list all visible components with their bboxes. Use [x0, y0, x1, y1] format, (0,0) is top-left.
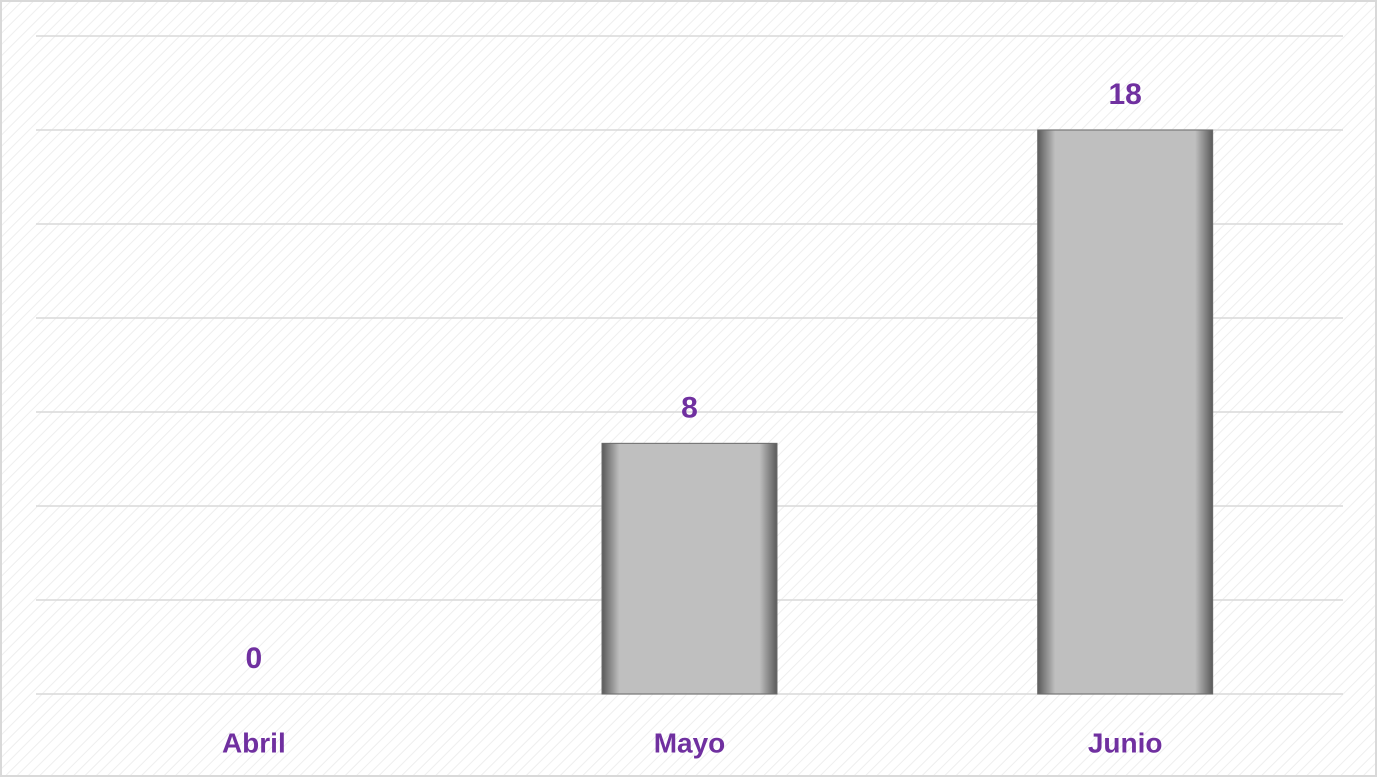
bar	[601, 442, 778, 695]
value-label: 8	[681, 391, 698, 424]
x-tick-label: Mayo	[654, 727, 726, 758]
value-label: 18	[1108, 78, 1141, 111]
value-label: 0	[245, 642, 262, 675]
bar	[1037, 129, 1214, 695]
x-tick-label: Junio	[1088, 727, 1163, 758]
x-tick-label: Abril	[222, 727, 286, 758]
plot-area: Abril 0 Mayo 8 Junio 18	[36, 35, 1343, 758]
